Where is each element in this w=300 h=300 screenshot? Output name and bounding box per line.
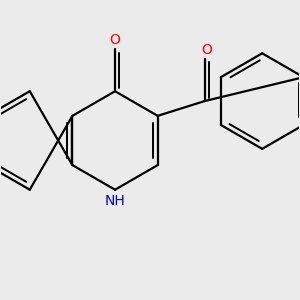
Text: O: O — [110, 33, 121, 47]
Text: NH: NH — [105, 194, 125, 208]
Text: O: O — [201, 43, 212, 57]
